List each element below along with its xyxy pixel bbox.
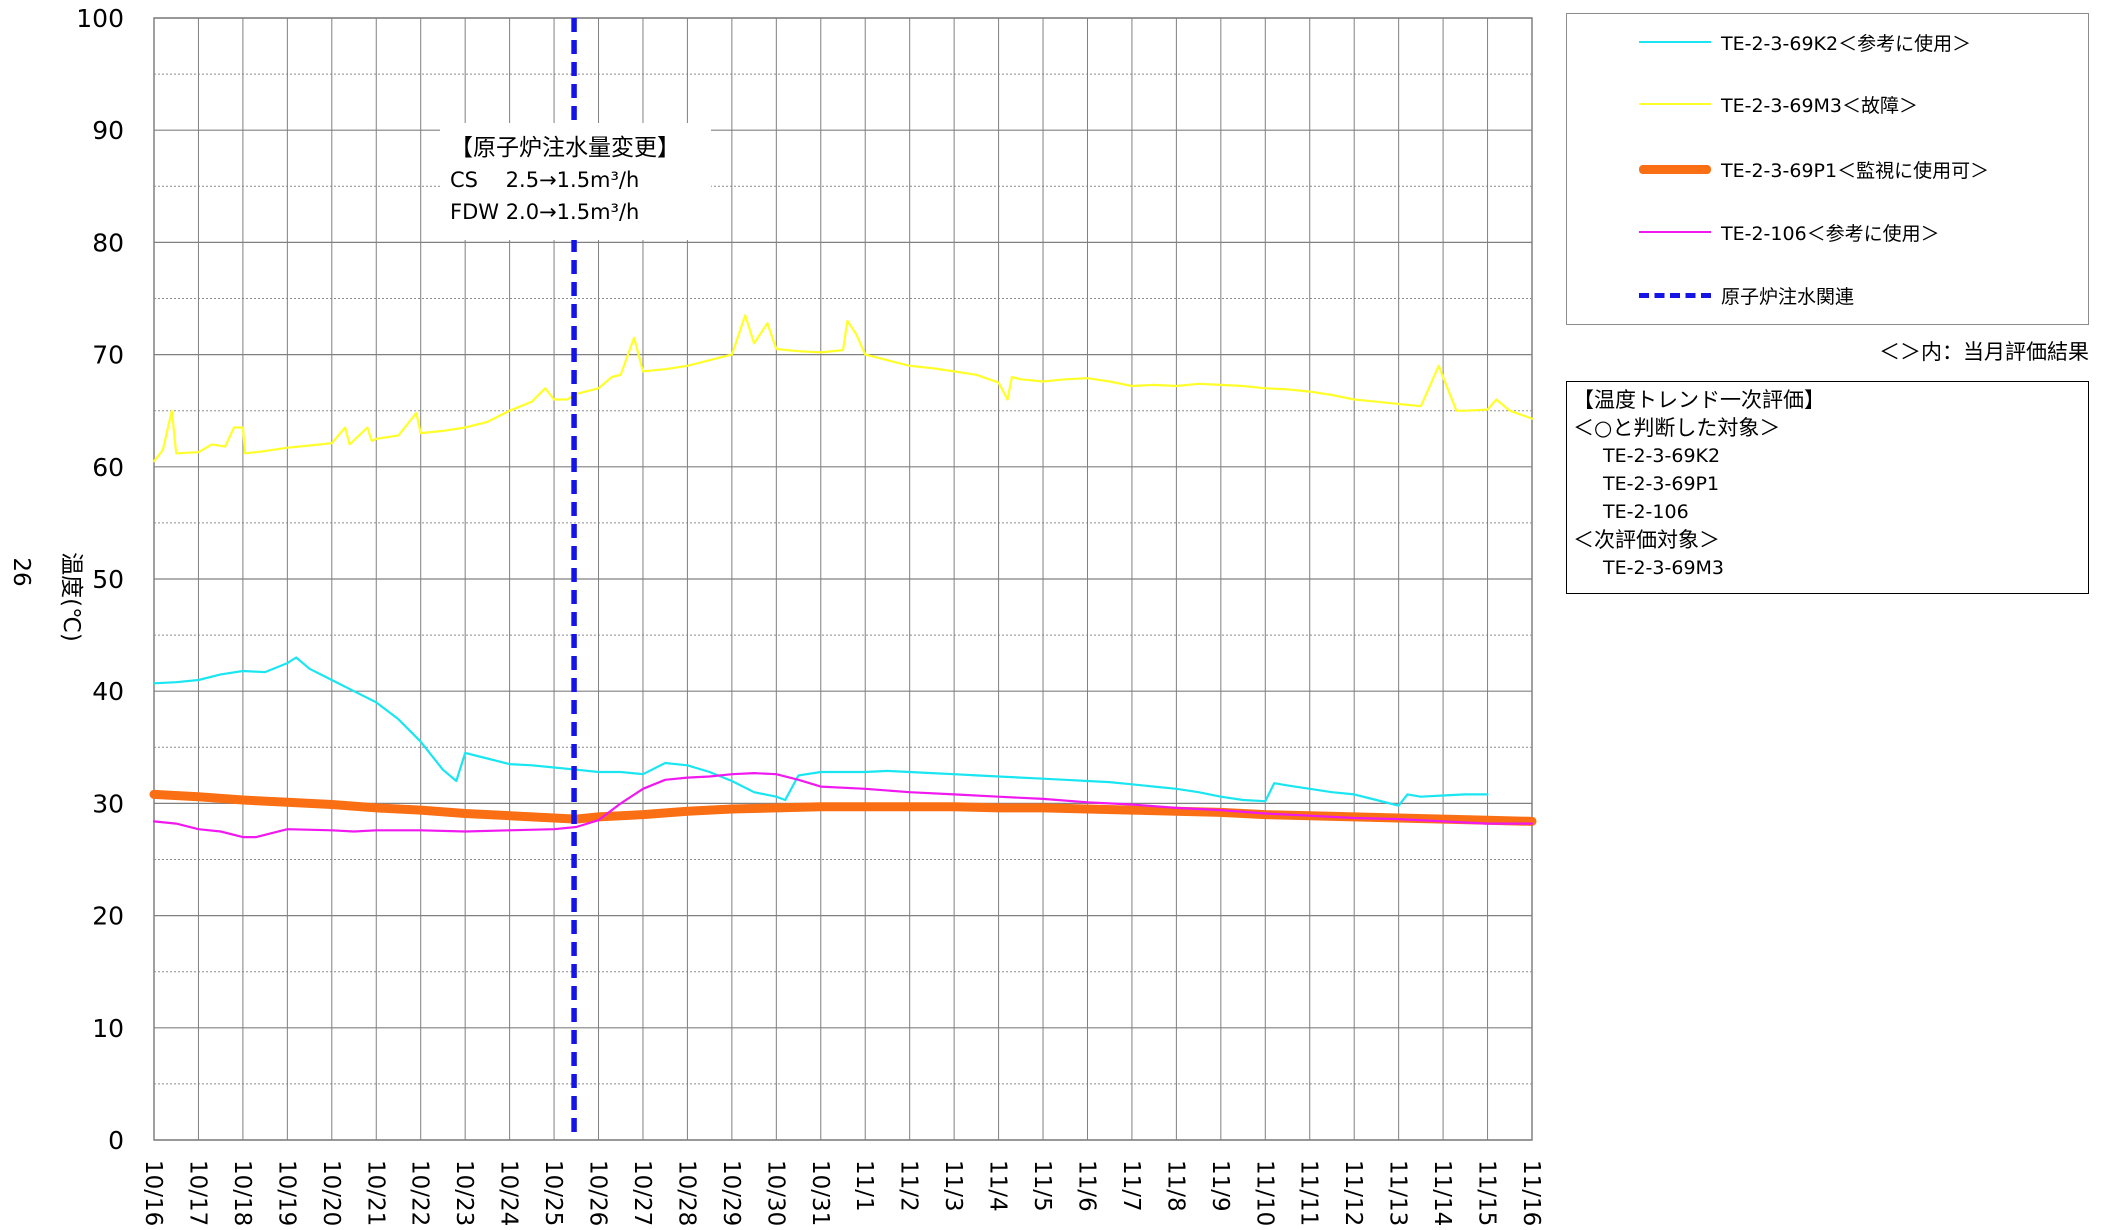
x-tick-label: 11/16 [1518,1160,1544,1226]
x-tick-label: 10/28 [673,1160,699,1226]
legend-swatch [1639,103,1711,105]
y-axis-label: 温度(℃) 26 [8,552,84,642]
y-tick-label: 20 [92,902,124,931]
legend-item: TE-2-3-69K2＜参考に使用＞ [1639,27,1971,57]
ok-item: TE-2-3-69K2 [1603,445,1721,467]
next-header: ＜次評価対象＞ [1573,528,1720,552]
y-axis-title: 温度(℃) [58,552,84,642]
y-tick-label: 40 [92,677,124,706]
y-tick-label: 50 [92,565,124,594]
legend-label: TE-2-106＜参考に使用＞ [1721,222,1940,245]
evaluation-box: 【温度トレンド一次評価】 ＜○と判断した対象＞ TE-2-3-69K2 TE-2… [1566,381,2089,594]
x-tick-label: 11/11 [1296,1160,1322,1226]
y-tick-label: 90 [92,116,124,145]
ok-header: ＜○と判断した対象＞ [1573,416,1781,440]
annotation-line: CS 2.5→1.5m³/h [450,168,639,192]
x-axis-ticks: 10/16 10/17 10/18 10/19 10/20 10/21 10/22 10/23… [140,1160,1544,1226]
x-tick-label: 11/6 [1073,1160,1099,1212]
legend-label: 原子炉注水関連 [1721,285,1855,308]
x-tick-label: 11/8 [1162,1160,1188,1212]
x-tick-label: 10/18 [229,1160,255,1226]
series-lines [149,314,1537,839]
ok-item: TE-2-106 [1603,501,1689,523]
legend: TE-2-3-69K2＜参考に使用＞ TE-2-3-69M3＜故障＞ TE-2-3-… [1566,13,2089,325]
next-item: TE-2-3-69M3 [1603,557,1725,579]
y-tick-label: 10 [92,1014,124,1043]
legend-label: TE-2-3-69M3＜故障＞ [1721,94,1919,117]
injection-change-annotation: 【原子炉注水量変更】 CS 2.5→1.5m³/h FDW 2.0→1.5m³/h [440,123,711,240]
x-tick-label: 10/24 [496,1160,522,1226]
legend-swatch [1639,231,1711,233]
x-tick-label: 10/25 [540,1160,566,1226]
y-tick-label: 60 [92,453,124,482]
x-tick-label: 10/17 [184,1160,210,1226]
x-tick-label: 10/23 [451,1160,477,1226]
x-tick-label: 11/9 [1207,1160,1233,1212]
annotation-line: 【原子炉注水量変更】 [450,135,680,161]
x-tick-label: 11/10 [1251,1160,1277,1226]
x-tick-label: 10/30 [762,1160,788,1226]
series-line-3 [152,772,1534,839]
y-tick-label: 80 [92,228,124,257]
x-tick-label: 10/27 [629,1160,655,1226]
y-tick-label: 0 [108,1126,124,1155]
legend-item: TE-2-106＜参考に使用＞ [1639,217,1940,247]
x-tick-label: 10/16 [140,1160,166,1226]
legend-swatch [1639,292,1711,298]
series-line-0 [152,656,1489,807]
x-tick-label: 11/15 [1474,1160,1500,1226]
x-tick-label: 11/14 [1429,1160,1455,1226]
legend-label: TE-2-3-69P1＜監視に使用可＞ [1721,159,1990,182]
y-axis-ticks: 0 10 20 30 40 50 60 70 80 90 100 [76,4,124,1155]
x-tick-label: 11/13 [1385,1160,1411,1226]
x-tick-label: 11/12 [1340,1160,1366,1226]
x-tick-label: 10/29 [718,1160,744,1226]
legend-item: TE-2-3-69P1＜監視に使用可＞ [1639,154,1989,184]
x-tick-label: 10/31 [807,1160,833,1226]
x-tick-label: 10/22 [407,1160,433,1226]
y-tick-label: 100 [76,4,124,33]
x-tick-label: 11/4 [985,1160,1011,1212]
y-tick-label: 30 [92,789,124,818]
legend-swatch [1639,41,1711,43]
ok-item: TE-2-3-69P1 [1603,473,1720,495]
x-tick-label: 11/3 [940,1160,966,1212]
legend-note: ＜＞内：当月評価結果 [1879,340,2089,364]
legend-swatch [1639,164,1711,174]
page-number: 26 [8,557,34,586]
x-tick-label: 11/2 [896,1160,922,1212]
annotation-line: FDW 2.0→1.5m³/h [450,200,639,224]
annotation-bg [440,123,711,240]
evaluation-title: 【温度トレンド一次評価】 [1573,388,1825,412]
x-tick-label: 11/5 [1029,1160,1055,1212]
x-tick-label: 10/20 [318,1160,344,1226]
x-tick-label: 11/1 [851,1160,877,1212]
y-tick-label: 70 [92,341,124,370]
series-line-1 [152,314,1534,463]
x-tick-label: 10/21 [362,1160,388,1226]
legend-item: 原子炉注水関連 [1639,280,1854,310]
x-tick-label: 11/7 [1118,1160,1144,1212]
legend-item: TE-2-3-69M3＜故障＞ [1639,89,1918,119]
x-tick-label: 10/19 [273,1160,299,1226]
x-tick-label: 10/26 [585,1160,611,1226]
legend-label: TE-2-3-69K2＜参考に使用＞ [1721,32,1972,55]
grid-lines [154,17,1532,1141]
